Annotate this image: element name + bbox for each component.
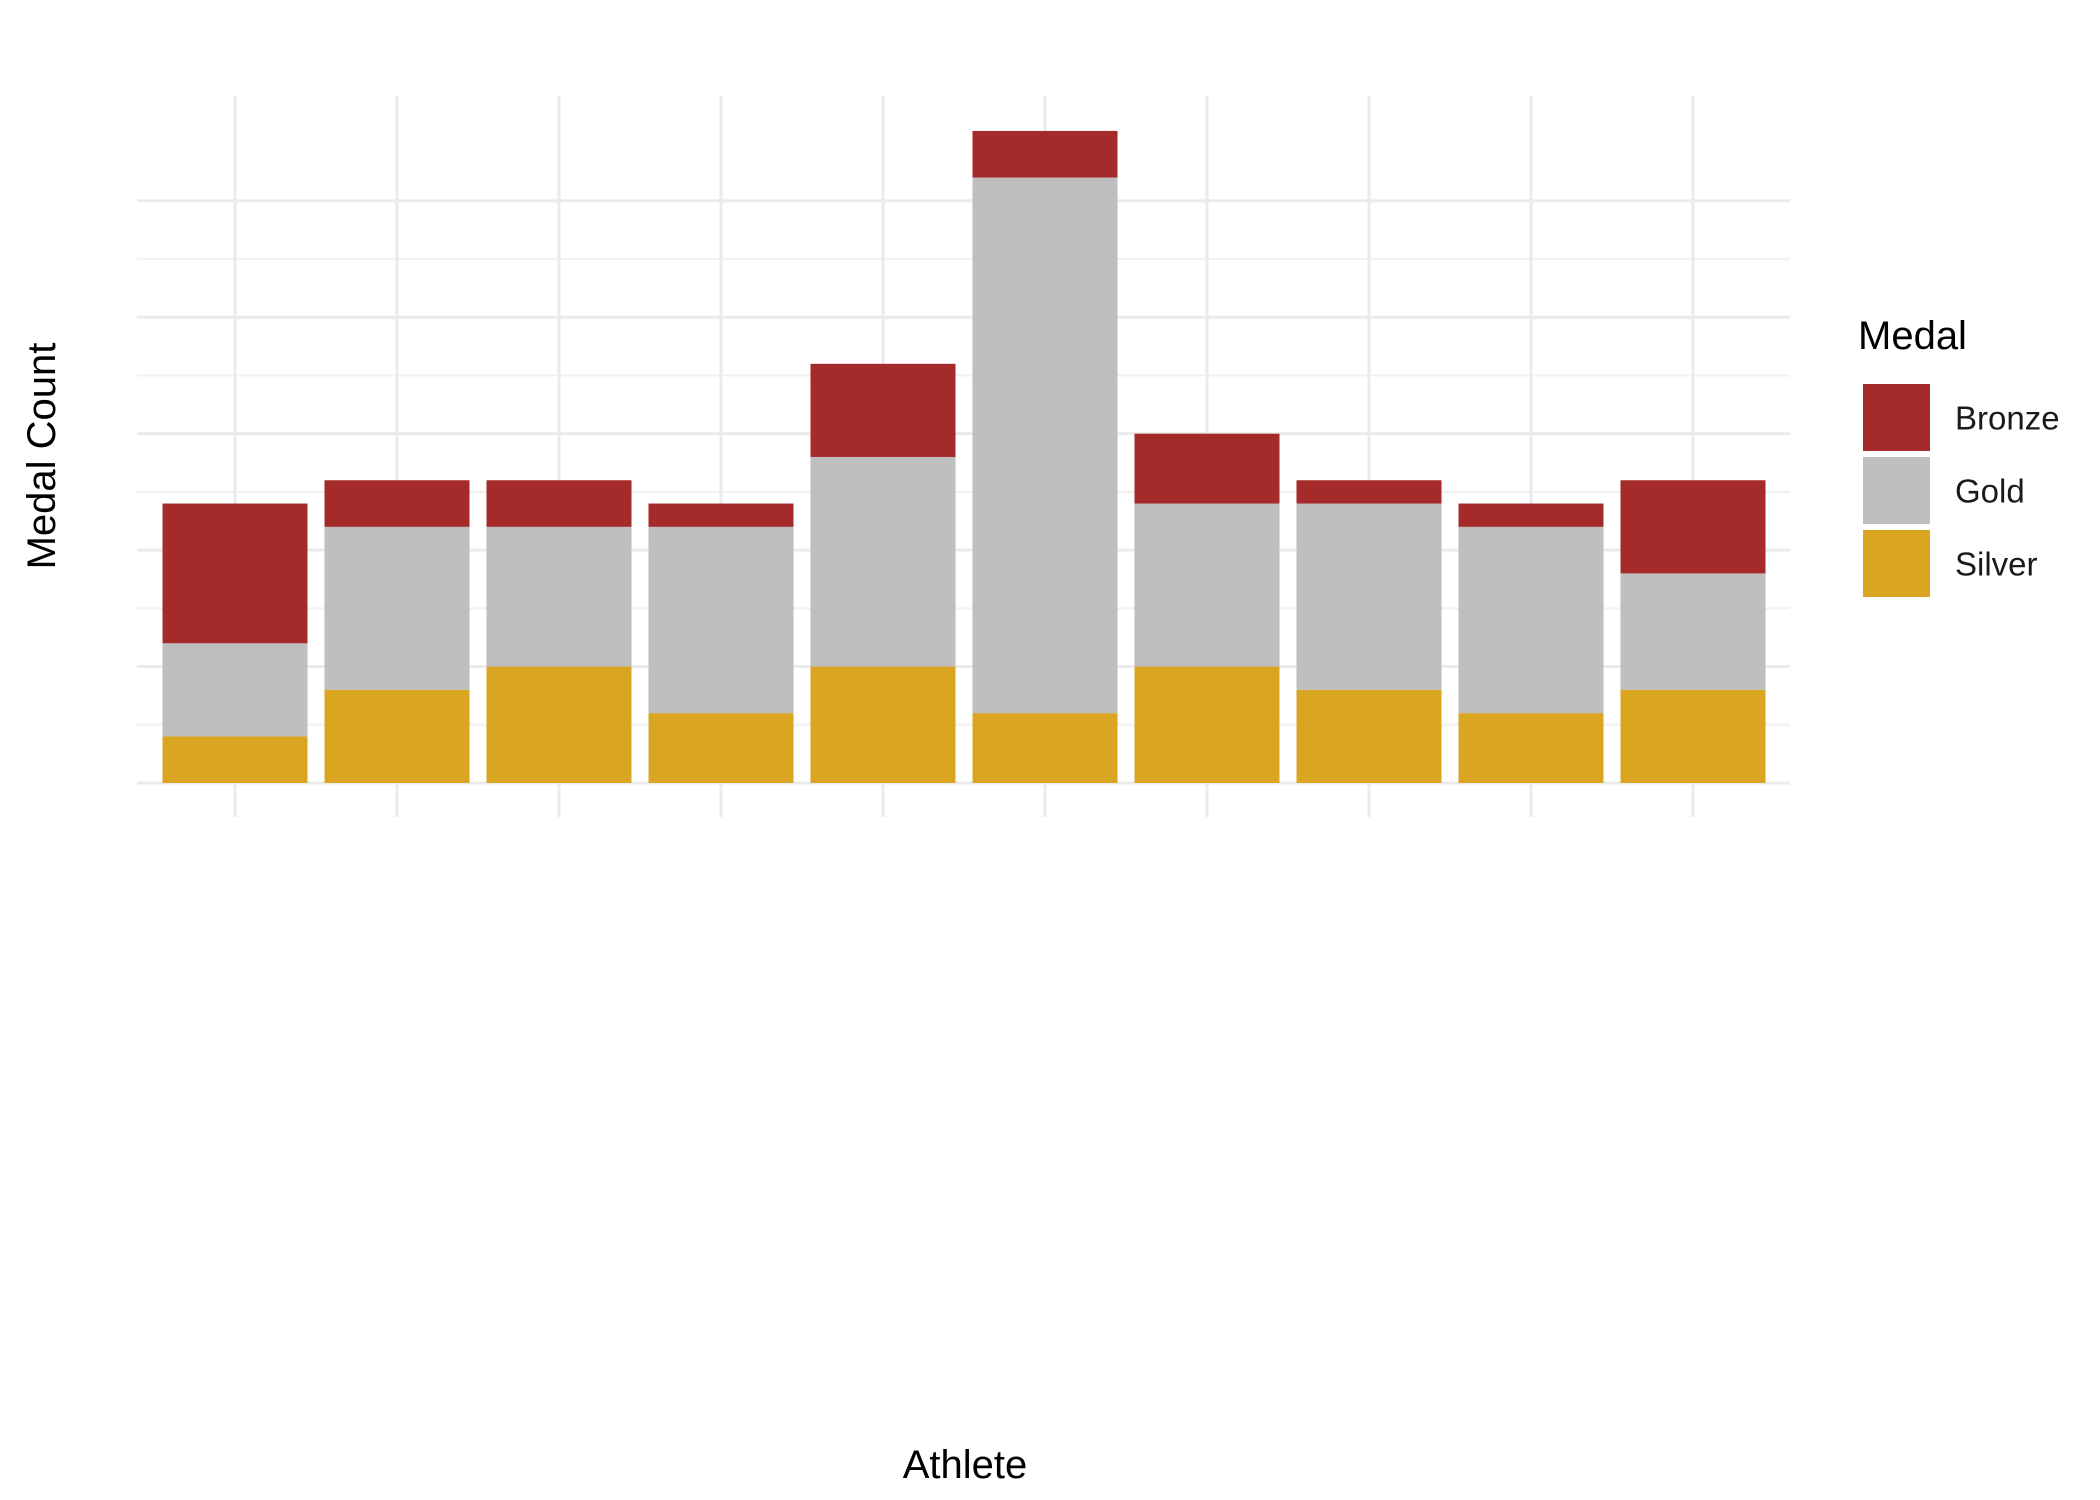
bar-segment-bronze bbox=[324, 480, 470, 527]
legend-label-bronze: Bronze bbox=[1955, 400, 2060, 437]
bar-segment-silver bbox=[162, 736, 308, 783]
bar-segment-gold bbox=[486, 526, 632, 667]
bar-segment-silver bbox=[972, 713, 1118, 783]
bar-segment-bronze bbox=[1296, 480, 1442, 504]
legend-key-silver bbox=[1863, 530, 1930, 597]
bar-segment-gold bbox=[1296, 503, 1442, 690]
bar-segment-bronze bbox=[648, 503, 794, 527]
bar-segment-gold bbox=[1134, 503, 1280, 667]
bar-segment-gold bbox=[810, 456, 956, 667]
bar-segment-silver bbox=[486, 666, 632, 783]
bar-segment-silver bbox=[1458, 713, 1604, 783]
bar-segment-silver bbox=[1134, 666, 1280, 783]
bars bbox=[162, 130, 1766, 783]
legend-key-bronze bbox=[1863, 384, 1930, 451]
bar-segment-bronze bbox=[1134, 433, 1280, 504]
bar-segment-gold bbox=[1620, 573, 1766, 690]
bar-segment-silver bbox=[1620, 689, 1766, 783]
legend-label-silver: Silver bbox=[1955, 546, 2038, 583]
bar-segment-gold bbox=[972, 177, 1118, 714]
y-axis-title: Medal Count bbox=[20, 343, 64, 570]
legend-title: Medal bbox=[1858, 314, 1967, 358]
bar-segment-gold bbox=[1458, 526, 1604, 714]
bar-segment-bronze bbox=[1620, 480, 1766, 574]
legend-label-gold: Gold bbox=[1955, 473, 2025, 510]
bar-segment-silver bbox=[1296, 689, 1442, 783]
legend: Medal Bronze Gold Silver bbox=[1858, 314, 2060, 597]
bar-segment-silver bbox=[324, 689, 470, 783]
x-axis-title: Athlete bbox=[903, 1443, 1028, 1487]
bar-segment-gold bbox=[324, 526, 470, 690]
bar-segment-bronze bbox=[972, 130, 1118, 178]
bar-segment-bronze bbox=[162, 503, 308, 644]
bar-segment-silver bbox=[648, 713, 794, 783]
bar-segment-gold bbox=[648, 526, 794, 714]
bar-segment-bronze bbox=[486, 480, 632, 527]
legend-key-gold bbox=[1863, 457, 1930, 524]
bar-segment-bronze bbox=[810, 363, 956, 457]
bar-segment-silver bbox=[810, 666, 956, 783]
bar-segment-bronze bbox=[1458, 503, 1604, 527]
bar-segment-gold bbox=[162, 643, 308, 737]
